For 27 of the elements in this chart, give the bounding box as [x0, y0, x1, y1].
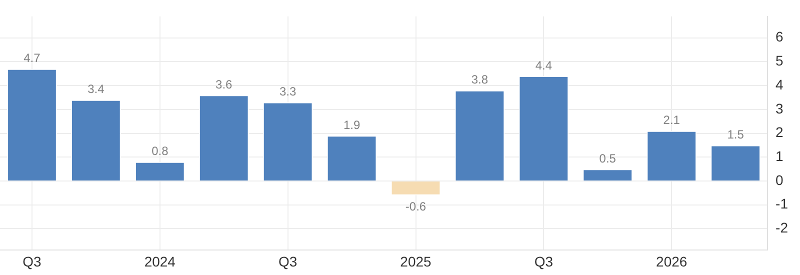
data-label: 3.6 [216, 77, 233, 92]
data-label: 3.3 [279, 84, 296, 99]
x-tick-label: 2026 [656, 253, 688, 270]
y-tick-label: -1 [776, 196, 788, 212]
data-label: 0.8 [152, 144, 169, 158]
data-label: 4.7 [24, 51, 41, 66]
data-label: 3.8 [471, 72, 488, 87]
data-label: 2.1 [663, 113, 680, 128]
data-label: 1.5 [727, 128, 744, 142]
y-tick-label: 6 [776, 28, 784, 45]
x-tick-label: Q3 [534, 253, 554, 270]
data-label: 3.4 [88, 82, 105, 96]
data-label: 0.5 [599, 151, 616, 166]
y-tick-label: 1 [776, 148, 784, 164]
data-label: 4.4 [535, 58, 552, 72]
x-tick-label: Q3 [22, 253, 42, 270]
data-label: -0.6 [405, 200, 426, 214]
x-tick-label: Q3 [278, 253, 298, 270]
x-tick-label: 2024 [144, 253, 176, 270]
y-tick-label: 0 [776, 172, 784, 188]
x-tick-label: 2025 [400, 253, 432, 270]
y-tick-label: 4 [776, 76, 784, 92]
y-tick-label: 3 [776, 100, 784, 116]
y-tick-label: 5 [776, 52, 784, 69]
y-tick-label: 2 [776, 124, 784, 140]
y-tick-label: -2 [776, 220, 788, 236]
data-label: 1.9 [343, 118, 360, 132]
